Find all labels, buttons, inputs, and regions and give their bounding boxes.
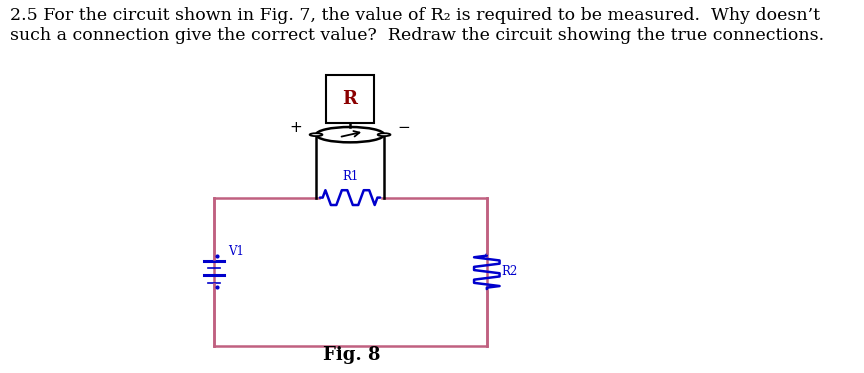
Text: 2.5 For the circuit shown in Fig. 7, the value of R₂ is required to be measured.: 2.5 For the circuit shown in Fig. 7, the…: [10, 7, 824, 44]
Text: R1: R1: [342, 170, 359, 183]
Text: R2: R2: [501, 265, 518, 278]
Ellipse shape: [378, 133, 391, 136]
Text: R: R: [342, 90, 358, 108]
Text: +: +: [289, 120, 302, 135]
Ellipse shape: [309, 133, 322, 136]
Text: V1: V1: [228, 245, 244, 258]
Text: −: −: [397, 120, 410, 135]
Text: Fig. 8: Fig. 8: [323, 346, 381, 364]
